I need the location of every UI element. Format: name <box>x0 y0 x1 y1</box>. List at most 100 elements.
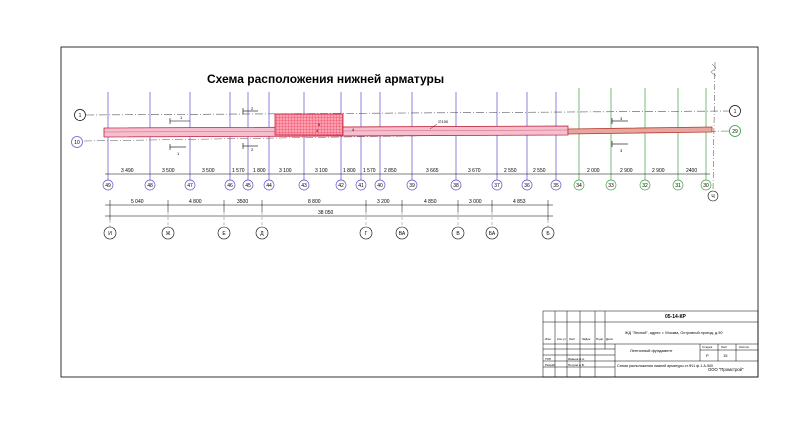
section-mark-1-top-label: 1 <box>180 115 183 120</box>
green-axis-labels: 34 33 32 31 30 <box>576 183 709 189</box>
svg-text:3 200: 3 200 <box>377 199 390 205</box>
beam-callout-upper: 5 <box>318 122 321 127</box>
svg-text:33: 33 <box>608 183 614 189</box>
svg-text:42: 42 <box>338 183 344 189</box>
svg-text:2 000: 2 000 <box>587 168 600 174</box>
svg-text:БА: БА <box>489 231 496 237</box>
sheet-frame <box>60 46 759 378</box>
lower-dim-labels: 5 040 4 800 3500 8 800 3 200 4 850 3 000… <box>131 199 526 216</box>
svg-text:47: 47 <box>187 183 193 189</box>
section-mark-3-bottom <box>611 141 628 147</box>
title-block-company: ООО "Промстрой" <box>708 367 744 372</box>
green-grid-lines <box>578 88 707 180</box>
section-mark-1-top <box>169 118 190 124</box>
svg-text:39: 39 <box>409 183 415 189</box>
thickened-block <box>274 113 344 136</box>
svg-text:№Док.: №Док. <box>582 337 591 341</box>
svg-text:30: 30 <box>703 183 709 189</box>
title-block-address: ЖД "Лесной", адрес: г. Москва, Островной… <box>625 331 722 335</box>
svg-text:3 500: 3 500 <box>202 168 215 174</box>
svg-text:10: 10 <box>74 140 80 146</box>
foundation-beam-tail <box>567 126 713 135</box>
beam-callout-right: 4 <box>352 127 355 132</box>
purple-axis-bubbles <box>102 179 562 191</box>
svg-text:Подп.: Подп. <box>596 337 604 341</box>
beam-marker-right: 29 <box>729 125 741 137</box>
axis-ch-line <box>712 61 716 191</box>
svg-text:1: 1 <box>734 109 737 115</box>
svg-text:3 100: 3 100 <box>279 168 292 174</box>
title-block-code: 05-14-КР <box>665 314 687 320</box>
svg-text:1 570: 1 570 <box>232 168 245 174</box>
svg-text:4 800: 4 800 <box>189 199 202 205</box>
svg-text:36: 36 <box>524 183 530 189</box>
title-block-drawing-name: Схема расположения нижней арматуры ст.Ф1… <box>617 364 713 368</box>
svg-text:Изм.: Изм. <box>545 337 552 341</box>
svg-text:Дата: Дата <box>606 337 613 341</box>
svg-text:8 800: 8 800 <box>308 199 321 205</box>
purple-axis-labels: 49 48 47 46 45 44 43 42 41 40 39 38 37 3… <box>105 183 559 189</box>
axis-1-right-marker: 1 <box>729 105 741 117</box>
svg-text:1 800: 1 800 <box>343 168 356 174</box>
title-block-row2-name: Петров А.В. <box>568 363 585 367</box>
svg-text:Ж: Ж <box>166 231 171 237</box>
title-block-row1-name: Иванов Н.А. <box>568 357 585 361</box>
svg-text:46: 46 <box>227 183 233 189</box>
beam-callout-left: 4 <box>316 128 319 133</box>
svg-text:43: 43 <box>301 183 307 189</box>
letter-axis-labels: И Ж Е Д Г ВА В БА Б <box>108 231 550 237</box>
title-block-section: Ленточный фундамент <box>630 348 673 353</box>
svg-text:2 550: 2 550 <box>533 168 546 174</box>
svg-text:4 850: 4 850 <box>424 199 437 205</box>
svg-text:2 900: 2 900 <box>652 168 665 174</box>
green-axis-bubbles <box>573 179 712 191</box>
svg-text:1 570: 1 570 <box>363 168 376 174</box>
svg-text:Г: Г <box>365 231 368 237</box>
title-block <box>542 310 759 378</box>
upper-dim-labels: 3 490 3 500 3 500 1 570 1 800 3 100 3 10… <box>121 168 697 174</box>
beam-marker-left: 10 <box>71 136 83 148</box>
svg-text:45: 45 <box>245 183 251 189</box>
svg-text:41: 41 <box>358 183 364 189</box>
svg-text:Лист: Лист <box>569 337 576 341</box>
svg-text:31: 31 <box>675 183 681 189</box>
svg-text:32: 32 <box>642 183 648 189</box>
axis-1-left-marker: 1 <box>74 109 86 121</box>
svg-text:40: 40 <box>377 183 383 189</box>
title-block-columns: Изм. Кол.уч Лист №Док. Подп. Дата <box>545 337 613 341</box>
title-block-sheets-header: Листов <box>739 345 749 349</box>
svg-text:34: 34 <box>576 183 582 189</box>
svg-text:Д: Д <box>260 231 264 237</box>
svg-text:И: И <box>108 231 112 237</box>
svg-text:3 500: 3 500 <box>162 168 175 174</box>
svg-text:35: 35 <box>553 183 559 189</box>
svg-text:38: 38 <box>453 183 459 189</box>
axis-ch-break <box>710 63 717 77</box>
svg-text:4 853: 4 853 <box>513 199 526 205</box>
svg-text:3 665: 3 665 <box>426 168 439 174</box>
purple-grid-lines <box>107 92 557 180</box>
svg-text:Ч: Ч <box>711 194 714 200</box>
callout-leader <box>429 123 438 130</box>
title-block-stage: Р <box>706 353 709 358</box>
letter-axis-bubbles <box>103 226 555 240</box>
section-mark-2-bottom <box>242 143 258 149</box>
section-mark-2-top <box>242 108 258 114</box>
drawing-title: Схема расположения нижней арматуры <box>207 72 444 86</box>
title-block-stage-header: Стадия <box>702 345 713 349</box>
title-block-row2-role: Разраб. <box>545 363 556 367</box>
svg-text:29: 29 <box>732 129 738 135</box>
svg-text:2 900: 2 900 <box>620 168 633 174</box>
section-label: ∅100 <box>438 119 449 124</box>
svg-text:1: 1 <box>79 113 82 119</box>
title-block-sheet-header: Лист <box>721 345 728 349</box>
svg-text:Кол.уч: Кол.уч <box>557 337 566 341</box>
svg-text:3 000: 3 000 <box>469 199 482 205</box>
svg-text:3 490: 3 490 <box>121 168 134 174</box>
svg-text:3 670: 3 670 <box>468 168 481 174</box>
svg-text:3500: 3500 <box>237 199 248 205</box>
svg-text:49: 49 <box>105 183 111 189</box>
svg-text:Б: Б <box>546 231 550 237</box>
svg-text:37: 37 <box>494 183 500 189</box>
section-mark-1-bottom-label: 1 <box>177 151 180 156</box>
